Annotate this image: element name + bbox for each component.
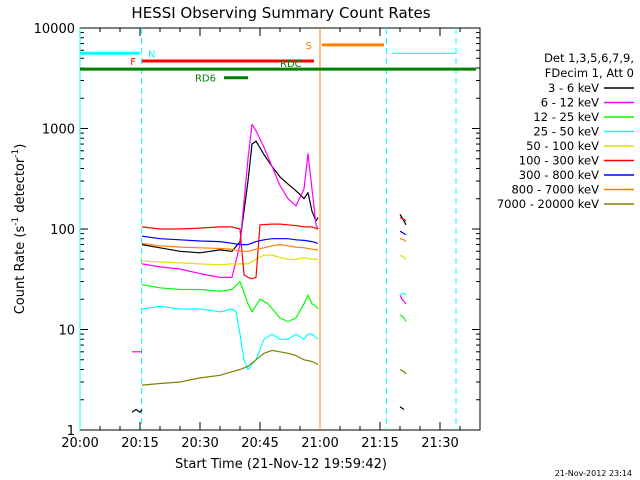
- series-line-25-50kev: [141, 305, 319, 371]
- x-tick-label: 20:45: [241, 436, 278, 451]
- legend-header-2: FDecim 1, Att 0: [545, 66, 634, 80]
- series-line-6-12kev: [399, 294, 407, 305]
- series-line-800-7000kev: [399, 238, 407, 243]
- legend-entry-label: 50 - 100 keV: [526, 139, 599, 153]
- x-tick-label: 21:00: [301, 436, 338, 451]
- plot-frame: [79, 27, 481, 431]
- y-axis-label-main: Count Rate (s: [13, 226, 28, 315]
- series-line-3-6kev: [131, 408, 143, 413]
- legend-header-1: Det 1,3,5,6,7,9,: [544, 51, 634, 65]
- y-tick-label: 1000: [42, 123, 75, 138]
- x-tick-label: 20:15: [121, 436, 158, 451]
- legend-entry-label: 3 - 6 keV: [548, 81, 599, 95]
- x-tick-label: 21:15: [361, 436, 398, 451]
- series-line-300-800kev: [399, 230, 407, 236]
- footer-timestamp: 21-Nov-2012 23:14: [555, 469, 632, 478]
- legend: Det 1,3,5,6,7,9, FDecim 1, Att 0 3 - 6 k…: [497, 51, 634, 211]
- y-tick-label: 10: [58, 324, 75, 339]
- x-tick-label: 20:30: [181, 436, 218, 451]
- series-line-50-100kev: [141, 254, 318, 266]
- y-axis-label-end: ): [13, 144, 28, 149]
- series-line-3-6kev: [399, 406, 405, 410]
- x-axis-label: Start Time (21-Nov-12 19:59:42): [175, 457, 387, 472]
- series-line-6-12kev: [141, 123, 319, 278]
- series-line-100-300kev: [399, 216, 407, 222]
- legend-entry-label: 12 - 25 keV: [533, 110, 599, 124]
- legend-entry-label: 7000 - 20000 keV: [497, 197, 599, 211]
- legend-entry-label: 300 - 800 keV: [519, 168, 599, 182]
- legend-entry-label: 25 - 50 keV: [533, 125, 599, 139]
- y-axis-label: Count Rate (s-1 detector-1): [11, 144, 28, 315]
- flag-label-rd6: RD6: [195, 74, 216, 85]
- flag-label-n: N: [148, 49, 155, 60]
- y-axis-label-sup1: -1: [11, 217, 21, 226]
- y-tick-label: 10000: [34, 22, 75, 37]
- flag-label-rdc: RDC: [280, 59, 302, 70]
- legend-entry-label: 100 - 300 keV: [519, 154, 599, 168]
- series-line-7000-20000kev: [399, 368, 407, 375]
- legend-entry-label: 800 - 7000 keV: [511, 183, 599, 197]
- series-line-12-25kev: [141, 280, 319, 323]
- y-axis-label-mid: detector: [13, 157, 28, 217]
- series-line-12-25kev: [399, 314, 407, 322]
- series-line-800-7000kev: [141, 242, 319, 252]
- series-line-300-800kev: [141, 235, 319, 246]
- y-tick-label: 1: [67, 424, 75, 439]
- series-line-7000-20000kev: [141, 349, 319, 386]
- series-line-3-6kev: [141, 140, 319, 254]
- series-line-25-50kev: [399, 292, 407, 296]
- x-tick-label: 21:30: [421, 436, 458, 451]
- series-line-50-100kev: [399, 254, 407, 260]
- chart-title: HESSI Observing Summary Count Rates: [131, 4, 430, 22]
- x-tick-label: 20:00: [61, 436, 98, 451]
- flag-label-f: F: [130, 57, 136, 68]
- legend-entry-label: 6 - 12 keV: [541, 96, 599, 110]
- y-axis-label-sup2: -1: [11, 149, 21, 158]
- plot-area: 20:00 20:15 20:30 20:45 21:00 21:15 21:30 1 10 10…: [34, 22, 481, 451]
- series-line-100-300kev: [141, 223, 319, 280]
- y-tick-label: 100: [50, 223, 75, 238]
- flag-label-s: S: [306, 41, 312, 52]
